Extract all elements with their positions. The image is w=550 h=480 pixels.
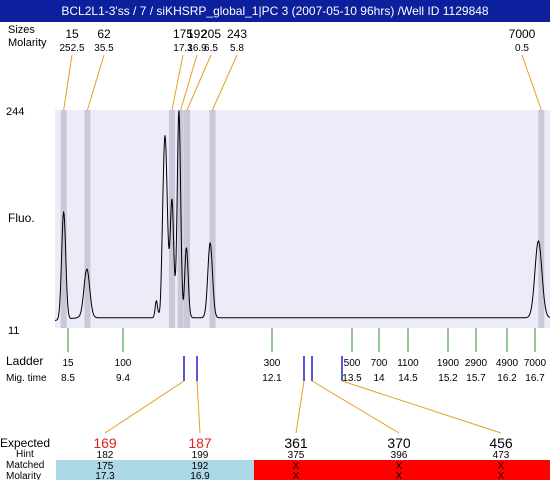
matched-molarity-value: 16.9 [190,471,210,480]
peak-molarity-label: 252.5 [59,43,84,54]
matched-background [56,460,254,480]
missing-background [254,460,550,480]
peak-labels: 15 252.5 62 35.5 175 17.3 192 16.9 205 6.5 243 5.8 7… [59,27,535,54]
peak-molarity-label: 6.5 [204,43,218,54]
peak-leader-line [63,54,73,111]
matched-row-backgrounds [56,460,550,480]
expected-columns: 16918217517.318719919216.9361375XX370396… [93,435,513,480]
peak-leader-line [521,54,542,111]
sizes-label: Sizes [8,24,35,36]
ladder-mig-time-label: Mig. time [6,373,47,384]
ladder-time-label: 8.5 [61,373,75,384]
peak-size-label: 7000 [509,27,536,41]
y-axis-top-label: 244 [6,106,24,118]
ladder-size-label: 15 [62,358,74,369]
ladder-size-label: 1100 [397,358,419,369]
expected-leader-line [341,380,502,434]
matched-molarity-label: Molarity [6,471,41,480]
matched-value: X [396,461,403,472]
ladder-time-label: 16.7 [525,373,545,384]
matched-label: Matched [6,460,44,471]
expected-size: 169 [93,435,117,451]
window-title: BCL2L1-3'ss / 7 / siKHSRP_global_1|PC 3 … [0,0,550,22]
fluorescence-trace [54,110,550,321]
peak-molarity-label: 17.3 [173,43,193,54]
plot-area [55,110,550,328]
ladder-size-label: 300 [264,358,281,369]
peak-band [60,110,67,328]
expected-leader-lines [104,380,502,434]
matched-value: X [293,461,300,472]
matched-value: X [498,461,505,472]
expected-size: 456 [489,435,513,451]
matched-molarity-value: X [498,471,505,480]
y-axis-bottom-label: 11 [8,325,19,337]
peak-size-label: 62 [97,27,111,41]
matched-molarity-value: 17.3 [95,471,115,480]
peak-molarity-label: 16.9 [187,43,207,54]
expected-leader-line [311,380,400,434]
expected-label: Expected [0,436,50,450]
ladder-time-label: 16.2 [497,373,517,384]
peak-size-label: 15 [65,27,79,41]
expected-size: 361 [284,435,308,451]
ladder-label: Ladder [6,354,43,368]
ladder-time-label: 15.2 [438,373,458,384]
hint-value: 199 [192,450,209,461]
peak-band [168,110,175,328]
ladder-time-label: 12.1 [262,373,282,384]
peak-size-label: 205 [201,27,221,41]
ladder-size-label: 7000 [524,358,547,369]
hint-value: 375 [288,450,305,461]
y-axis-label: Fluo. [8,211,35,225]
hint-value: 396 [391,450,408,461]
ladder-time-label: 15.7 [466,373,486,384]
ladder-size-label: 700 [371,358,388,369]
expected-size: 370 [387,435,411,451]
ladder-time-label: 14.5 [398,373,418,384]
expected-size: 187 [188,435,212,451]
peak-size-label: 243 [227,27,247,41]
ladder-marks: 15 8.5 100 9.4 300 12.1 500 13.5 700 14 1100 14.5 19… [61,328,547,384]
ladder-time-label: 13.5 [342,373,362,384]
peak-leader-line [86,54,105,111]
ladder-size-label: 100 [115,358,132,369]
peak-molarity-label: 35.5 [94,43,114,54]
peak-band [84,110,91,328]
peak-leader-lines [63,54,542,111]
peak-size-label: 192 [187,27,207,41]
peak-leader-line [171,54,184,111]
expected-markers [183,356,343,381]
matched-molarity-value: X [396,471,403,480]
peak-size-label: 175 [173,27,193,41]
ladder-size-label: 4900 [496,358,519,369]
expected-leader-line [104,380,185,434]
molarity-label: Molarity [8,37,47,49]
peak-leader-line [212,54,238,111]
peak-leader-line [180,54,198,111]
expected-leader-line [196,380,201,434]
peak-leader-line [186,54,212,111]
matched-value: 175 [97,461,114,472]
ladder-time-label: 9.4 [116,373,130,384]
hint-label: Hint [16,449,34,460]
ladder-time-label: 14 [373,373,385,384]
ladder-size-label: 500 [344,358,361,369]
peak-molarity-label: 5.8 [230,43,244,54]
matched-value: 192 [192,461,209,472]
matched-molarity-value: X [293,471,300,480]
peak-band [184,110,190,328]
expected-leader-line [295,380,305,434]
peak-molarity-label: 0.5 [515,43,529,54]
hint-value: 182 [97,450,114,461]
ladder-size-label: 1900 [437,358,460,369]
peak-band [538,110,545,328]
peak-band [209,110,216,328]
ladder-size-label: 2900 [465,358,488,369]
hint-value: 473 [493,450,510,461]
